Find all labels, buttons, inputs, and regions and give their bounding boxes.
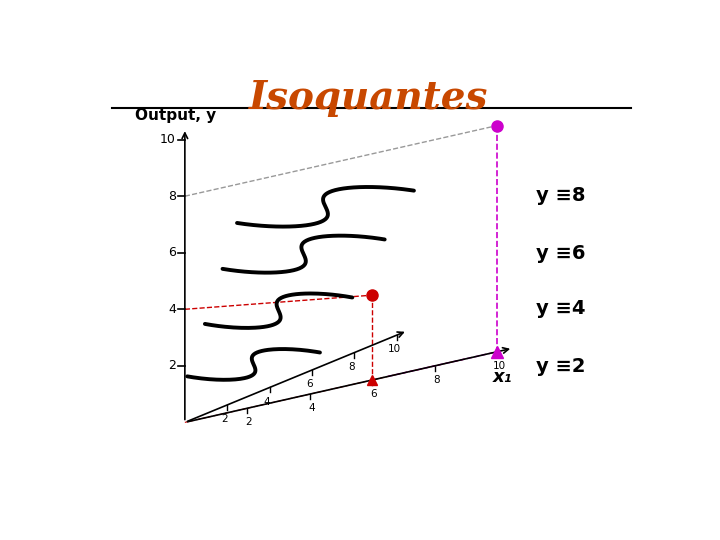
Text: 6: 6 xyxy=(306,379,312,389)
Text: 10: 10 xyxy=(160,133,176,146)
Text: 2: 2 xyxy=(246,417,252,427)
Text: y ≡8: y ≡8 xyxy=(536,186,586,205)
Text: 2: 2 xyxy=(221,414,228,424)
Text: 8: 8 xyxy=(168,190,176,202)
Text: y ≡4: y ≡4 xyxy=(536,299,586,318)
Text: y ≡6: y ≡6 xyxy=(536,245,586,264)
Text: 4: 4 xyxy=(308,403,315,413)
Text: 8: 8 xyxy=(433,375,440,385)
Text: 10: 10 xyxy=(492,361,505,371)
Text: 8: 8 xyxy=(348,362,355,372)
Text: 2: 2 xyxy=(168,359,176,373)
Text: 4: 4 xyxy=(168,303,176,316)
Text: 6: 6 xyxy=(371,389,377,399)
Text: Output, y: Output, y xyxy=(135,108,216,123)
Text: Isoquantes: Isoquantes xyxy=(249,79,489,117)
Text: 4: 4 xyxy=(264,396,270,407)
Text: 6: 6 xyxy=(168,246,176,259)
Text: x₁: x₁ xyxy=(493,368,513,386)
Text: 10: 10 xyxy=(387,344,400,354)
Text: y ≡2: y ≡2 xyxy=(536,357,586,376)
